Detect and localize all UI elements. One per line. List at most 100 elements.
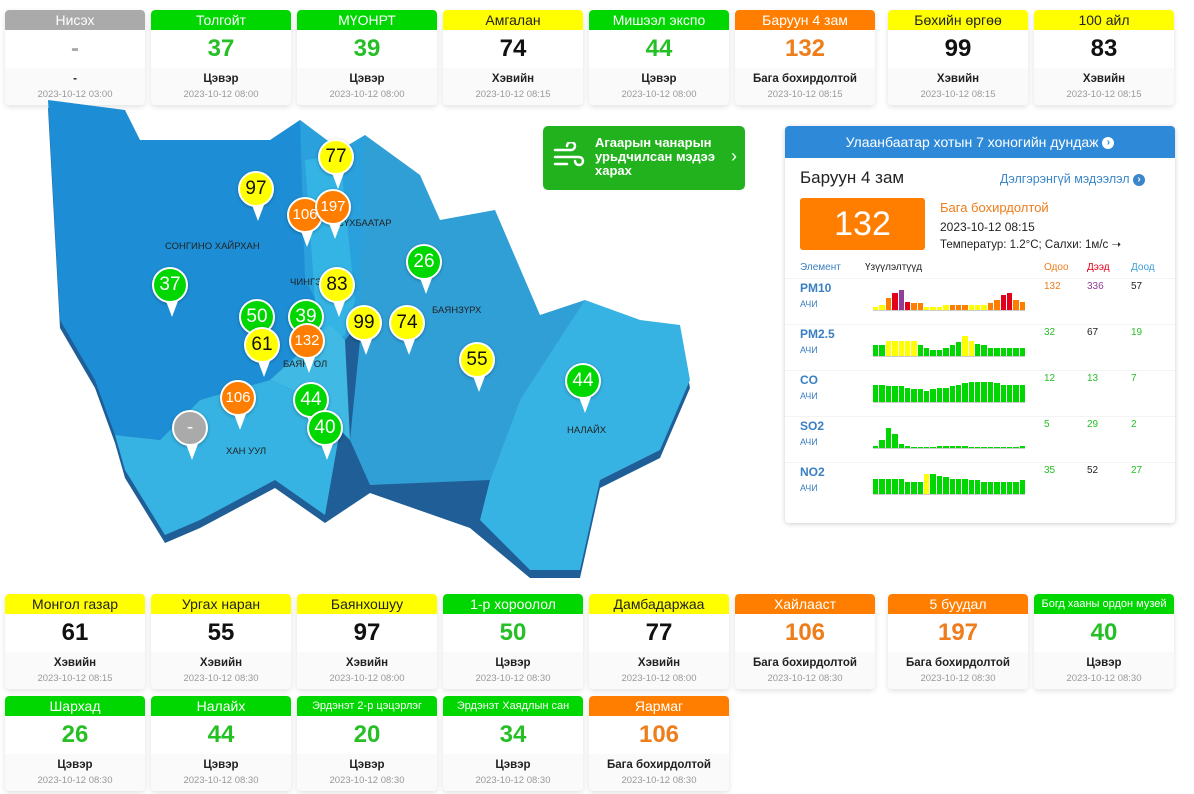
sparkline-bar — [943, 446, 949, 448]
chevron-right-icon: › — [731, 146, 737, 166]
station-card[interactable]: 5 буудал 197 Бага бохирдолтой 2023-10-12 08… — [888, 594, 1028, 689]
aqi-status: Хэвийн — [199, 657, 243, 669]
sparkline-bar — [1019, 480, 1025, 494]
sparkline-chart — [873, 427, 1025, 449]
station-card[interactable]: Толгойт 37 Цэвэр 2023-10-12 08:00 — [151, 10, 291, 105]
sparkline-bar — [1006, 447, 1013, 448]
map-marker[interactable]: 132 — [289, 323, 325, 373]
station-card[interactable]: Шархад 26 Цэвэр 2023-10-12 08:30 — [5, 696, 145, 791]
map-marker[interactable]: 99 — [346, 305, 382, 355]
aqi-value: 20 — [353, 721, 381, 748]
map-marker[interactable]: 37 — [152, 267, 188, 317]
sparkline-bar — [917, 345, 923, 356]
station-card[interactable]: Эрдэнэт 2-р цэцэрлэг 20 Цэвэр 2023-10-12 08… — [297, 696, 437, 791]
timestamp: 2023-10-12 08:00 — [621, 89, 697, 100]
more-info-link[interactable]: Дэлгэрэнгүй мэдээлэл › — [1000, 172, 1145, 186]
station-card[interactable]: Амгалан 74 Хэвийн 2023-10-12 08:15 — [443, 10, 583, 105]
station-card[interactable]: Мишээл экспо 44 Цэвэр 2023-10-12 08:00 — [589, 10, 729, 105]
station-card[interactable]: Баруун 4 зам 132 Бага бохирдолтой 2023-10-1… — [735, 10, 875, 105]
timestamp: 2023-10-12 08:30 — [475, 673, 551, 684]
station-name: Налайх — [151, 696, 291, 716]
map-marker[interactable]: 74 — [389, 305, 425, 355]
sparkline-bar — [924, 348, 930, 356]
timestamp: 2023-10-12 08:30 — [920, 673, 996, 684]
map-marker[interactable]: 106 — [220, 380, 256, 430]
timestamp: 2023-10-12 08:30 — [767, 673, 843, 684]
timestamp: 2023-10-12 08:15 — [37, 673, 113, 684]
station-card[interactable]: Нисэх - - 2023-10-12 03:00 — [5, 10, 145, 105]
sparkline-bar — [955, 446, 962, 448]
value-now: 5 — [1044, 419, 1050, 430]
map-marker[interactable]: - — [172, 410, 208, 460]
sparkline-bar — [892, 478, 898, 494]
map-marker[interactable]: 61 — [244, 327, 280, 377]
sparkline-bar — [1019, 301, 1025, 310]
timestamp: 2023-10-12 08:30 — [1066, 673, 1142, 684]
pollutant-unit: АЧИ — [800, 437, 818, 447]
more-info-label: Дэлгэрэнгүй мэдээлэл — [999, 172, 1130, 186]
station-card[interactable]: Налайх 44 Цэвэр 2023-10-12 08:30 — [151, 696, 291, 791]
map-marker[interactable]: 44 — [565, 363, 601, 413]
station-card[interactable]: Хайлааст 106 Бага бохирдолтой 2023-10-12 08… — [735, 594, 875, 689]
station-name: Яармаг — [589, 696, 729, 716]
panel-header: Улаанбаатар хотын 7 хоногийн дундаж — [845, 134, 1099, 150]
aqi-value: 37 — [207, 35, 235, 62]
pollutant-name: CO — [800, 373, 818, 387]
sparkline-bar — [981, 345, 987, 356]
timestamp: 2023-10-12 08:15 — [475, 89, 551, 100]
aqi-value: 55 — [207, 619, 235, 646]
measure-time: 2023-10-12 08:15 — [940, 220, 1035, 234]
station-card[interactable]: 100 айл 83 Хэвийн 2023-10-12 08:15 — [1034, 10, 1174, 105]
station-name: Баянхошуу — [297, 594, 437, 614]
station-card[interactable]: Бөхийн өргөө 99 Хэвийн 2023-10-12 08:15 — [888, 10, 1028, 105]
sparkline-bar — [955, 342, 962, 356]
district-label: СОНГИНО ХАЙРХАН — [165, 241, 260, 252]
map-marker[interactable]: 83 — [319, 267, 355, 317]
station-card[interactable]: Баянхошуу 97 Хэвийн 2023-10-12 08:00 — [297, 594, 437, 689]
aqi-status: Цэвэр — [495, 657, 531, 669]
station-card[interactable]: 1-р хороолол 50 Цэвэр 2023-10-12 08:30 — [443, 594, 583, 689]
sparkline-bar — [994, 300, 1000, 310]
sparkline-bar — [955, 478, 962, 494]
sparkline-bar — [898, 340, 904, 356]
sparkline-bar — [885, 386, 892, 402]
district-label: БАЯНЗҮРХ — [432, 305, 482, 316]
value-high: 29 — [1087, 419, 1099, 430]
sparkline-bar — [873, 384, 879, 402]
map-marker[interactable]: 197 — [315, 189, 351, 239]
sparkline-bar — [911, 447, 917, 448]
station-card[interactable]: Монгол газар 61 Хэвийн 2023-10-12 08:15 — [5, 594, 145, 689]
aqi-value: 44 — [645, 35, 673, 62]
sparkline-bar — [911, 303, 917, 310]
sparkline-bar — [873, 478, 879, 494]
map-marker[interactable]: 40 — [307, 410, 343, 460]
sparkline-bar — [1019, 348, 1025, 356]
station-name: 5 буудал — [888, 594, 1028, 614]
station-card[interactable]: Дамбадаржаа 77 Хэвийн 2023-10-12 08:00 — [589, 594, 729, 689]
station-name: Эрдэнэт Хаядлын сан — [443, 696, 583, 716]
station-card[interactable]: Яармаг 106 Бага бохирдолтой 2023-10-12 08:3… — [589, 696, 729, 791]
col-high: Дээд — [1087, 262, 1110, 273]
station-card[interactable]: МҮОНРТ 39 Цэвэр 2023-10-12 08:00 — [297, 10, 437, 105]
station-name: Баруун 4 зам — [800, 168, 905, 187]
sparkline-bar — [968, 382, 974, 402]
map-marker[interactable]: 97 — [238, 171, 274, 221]
map-marker[interactable]: 26 — [406, 244, 442, 294]
station-card[interactable]: Ургах наран 55 Хэвийн 2023-10-12 08:30 — [151, 594, 291, 689]
map-marker[interactable]: 77 — [318, 139, 354, 189]
sparkline-chart — [873, 289, 1025, 311]
aqi-status: Хэвийн — [345, 657, 389, 669]
timestamp: 2023-10-12 08:30 — [621, 775, 697, 786]
district-label: СҮХБААТАР — [337, 218, 392, 229]
weekly-average-link[interactable]: Улаанбаатар хотын 7 хоногийн дундаж › — [785, 126, 1175, 158]
station-card[interactable]: Эрдэнэт Хаядлын сан 34 Цэвэр 2023-10-12 08:… — [443, 696, 583, 791]
wind-direction-icon: ➝ — [1111, 239, 1122, 251]
value-low: 57 — [1131, 281, 1143, 292]
timestamp: 2023-10-12 08:15 — [1066, 89, 1142, 100]
aqi-value: 44 — [207, 721, 235, 748]
map-marker[interactable]: 55 — [459, 342, 495, 392]
sparkline-bar — [1019, 446, 1025, 448]
sparkline-bar — [975, 343, 981, 356]
forecast-button[interactable]: Агаарын чанарын урьдчилсан мэдээ харах › — [543, 126, 745, 190]
station-card[interactable]: Богд хааны ордон музей 40 Цэвэр 2023-10-12 … — [1034, 594, 1174, 689]
